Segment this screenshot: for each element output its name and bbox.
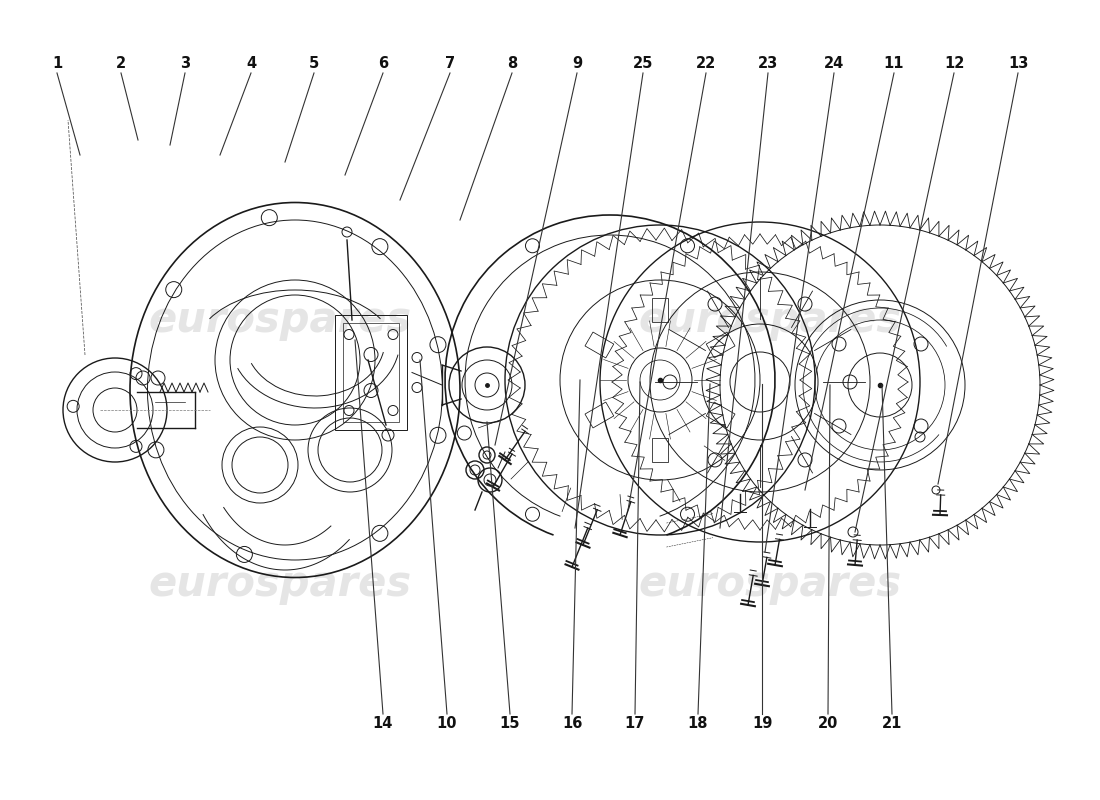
Bar xyxy=(343,323,399,422)
Text: 15: 15 xyxy=(499,716,520,731)
Text: 18: 18 xyxy=(688,716,708,731)
Bar xyxy=(585,332,614,358)
Text: 13: 13 xyxy=(1008,56,1028,71)
Text: eurospares: eurospares xyxy=(638,563,902,605)
Text: 25: 25 xyxy=(632,56,653,71)
Text: 6: 6 xyxy=(378,56,388,71)
Text: 20: 20 xyxy=(817,716,838,731)
Text: 19: 19 xyxy=(751,716,772,731)
Bar xyxy=(336,315,407,430)
Bar xyxy=(652,298,668,322)
Text: 12: 12 xyxy=(944,56,965,71)
Text: 24: 24 xyxy=(824,56,844,71)
Text: 3: 3 xyxy=(180,56,190,71)
Text: 22: 22 xyxy=(696,56,716,71)
Text: eurospares: eurospares xyxy=(148,563,412,605)
Text: 1: 1 xyxy=(52,56,62,71)
Text: 16: 16 xyxy=(562,716,582,731)
Text: eurospares: eurospares xyxy=(638,299,902,341)
Text: 8: 8 xyxy=(507,56,517,71)
Text: eurospares: eurospares xyxy=(148,299,412,341)
Bar xyxy=(585,402,614,428)
Text: 21: 21 xyxy=(882,716,902,731)
Text: 14: 14 xyxy=(373,716,393,731)
Text: 11: 11 xyxy=(883,56,904,71)
Text: 4: 4 xyxy=(246,56,256,71)
Text: 10: 10 xyxy=(437,716,458,731)
Text: 17: 17 xyxy=(625,716,646,731)
Bar xyxy=(652,438,668,462)
Bar xyxy=(706,402,735,428)
Text: 5: 5 xyxy=(309,56,319,71)
Bar xyxy=(706,332,735,358)
Text: 9: 9 xyxy=(572,56,582,71)
Text: 23: 23 xyxy=(758,56,778,71)
Text: 7: 7 xyxy=(444,56,455,71)
Text: 2: 2 xyxy=(116,56,127,71)
